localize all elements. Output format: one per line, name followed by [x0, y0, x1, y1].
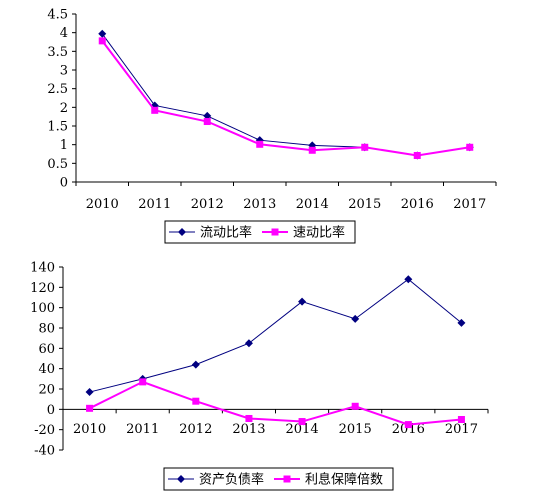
chart1-x-tick-label: 2015 [348, 197, 381, 212]
chart2-x-tick-label: 2017 [445, 422, 478, 437]
chart2-series-1-point [351, 314, 360, 323]
chart1-series-2-point [203, 118, 211, 126]
chart2-legend-label-2: 利息保障倍数 [305, 472, 383, 488]
chart1-series-1-point [98, 29, 107, 38]
chart2-series-2-point [457, 416, 465, 423]
chart1-y-tick-label: 0.5 [47, 157, 68, 172]
chart2-x-tick-label: 2015 [339, 422, 372, 437]
chart2-series-1-point [404, 275, 413, 284]
chart2-y-tick-label: 40 [38, 362, 55, 377]
chart1-y-tick-label: 0 [60, 176, 68, 191]
chart1-x-tick-label: 2017 [453, 197, 486, 212]
chart2-x-tick-label: 2010 [73, 422, 106, 437]
chart2-x-tick-label: 2012 [179, 422, 212, 437]
chart2-series-2-point [192, 397, 200, 405]
chart2-series-2-point [245, 414, 253, 422]
chart1-series-2-point [466, 143, 474, 151]
chart2-x-tick-label: 2014 [286, 422, 319, 437]
debt-ratio-chart: 140 120 100 80 60 40 20 0 -20 -40 2010 2011 2012 2013… [30, 261, 489, 459]
chart1-series-2-point [308, 146, 316, 154]
chart1-legend-marker-2 [271, 228, 279, 236]
chart2-series-1-point [457, 318, 466, 327]
chart1-legend-label-1: 流动比率 [200, 225, 252, 241]
chart2-series-1-point [244, 339, 253, 348]
chart1-x-tick-label: 2011 [138, 197, 171, 212]
chart1-x-tick-label: 2014 [296, 197, 329, 212]
chart1-x-tick-label: 2013 [243, 197, 276, 212]
debt-ratio-legend: 资产负债率 利息保障倍数 [163, 467, 394, 491]
chart1-series-1-point [203, 111, 212, 120]
chart2-series-2-point [86, 404, 94, 412]
chart1-legend-box [164, 220, 356, 244]
liquidity-ratio-chart: 4.5 4 3.5 3 2.5 2 1.5 1 0.5 0 2010 2011 2012 2013 2014… [47, 8, 497, 212]
chart1-series-2-point [151, 106, 159, 114]
chart1-series-2-point [413, 151, 421, 159]
chart1-series-2-point [98, 37, 106, 45]
chart1-y-tick-label: 2.5 [47, 82, 68, 97]
chart2-y-tick-label: -40 [34, 444, 55, 459]
chart2-legend-marker-2 [283, 475, 291, 483]
chart2-y-tick-label: 140 [30, 261, 55, 276]
chart2-y-tick-label: 120 [30, 281, 55, 296]
chart1-y-tick-label: 4 [60, 26, 68, 41]
chart1-x-tick-label: 2012 [191, 197, 224, 212]
chart2-y-tick-label: 20 [38, 383, 55, 398]
chart2-series-1-point [298, 297, 307, 306]
chart1-series-2-line [101, 40, 470, 157]
chart1-series-2-point [256, 140, 264, 148]
chart1-y-tick-label: 3.5 [47, 45, 68, 60]
chart2-y-tick-label: 0 [47, 403, 55, 418]
chart1-y-tick-label: 1 [60, 138, 68, 153]
chart1-x-tick-label: 2010 [86, 197, 119, 212]
chart1-legend-label-2: 速动比率 [293, 225, 345, 241]
chart2-series-2-point [404, 421, 412, 429]
chart1-y-tick-label: 3 [60, 64, 68, 79]
chart2-series-2-point [298, 418, 306, 426]
chart2-x-tick-label: 2013 [232, 422, 265, 437]
chart1-series-1-line [101, 33, 470, 156]
chart2-series-2-point [351, 402, 359, 410]
liquidity-ratio-legend: 流动比率 速动比率 [164, 220, 356, 244]
chart2-x-tick-label: 2011 [126, 422, 159, 437]
chart2-series-2-line [89, 380, 462, 426]
chart1-y-tick-label: 2 [60, 101, 68, 116]
chart1-legend-marker-1 [178, 228, 186, 236]
chart2-legend-marker-1 [177, 475, 185, 483]
chart2-y-tick-label: -20 [34, 423, 55, 438]
chart2-series-1-point [85, 388, 94, 397]
chart1-y-tick-label: 1.5 [47, 120, 68, 135]
chart1-series-2-point [361, 143, 369, 151]
chart2-y-tick-label: 60 [38, 342, 55, 357]
chart2-series-2-point [139, 378, 147, 386]
chart2-x-tick-label: 2016 [392, 422, 425, 437]
chart2-series-1-point [191, 360, 200, 369]
chart1-x-tick-label: 2016 [401, 197, 434, 212]
chart2-y-tick-label: 100 [30, 301, 55, 316]
chart2-legend-label-1: 资产负债率 [199, 472, 264, 488]
chart1-y-tick-label: 4.5 [47, 8, 68, 23]
chart2-series-1-line [89, 278, 462, 393]
chart2-y-tick-label: 80 [38, 322, 55, 337]
